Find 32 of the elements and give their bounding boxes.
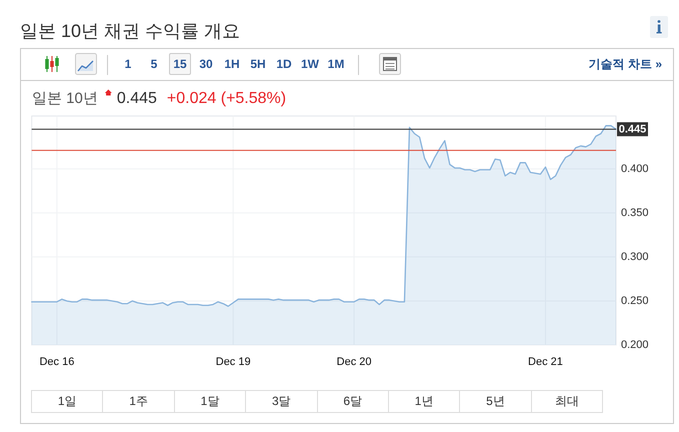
y-tick-label: 0.300 <box>621 250 649 263</box>
y-tick-label: 0.400 <box>621 162 649 175</box>
text: 일본 10년 채권 수익률 개요 <box>20 20 240 43</box>
text: 30 <box>195 53 217 75</box>
text: 기술적 차트 » <box>588 56 662 72</box>
y-tick-label: 0.250 <box>621 294 649 307</box>
text: 1W <box>299 53 321 75</box>
text: 1주 <box>102 390 175 413</box>
text: 1일 <box>31 390 104 413</box>
x-tick-label: Dec 20 <box>336 356 372 368</box>
x-tick-label: Dec 19 <box>216 356 251 368</box>
y-tick-label: 0.200 <box>621 338 649 351</box>
text: 1H <box>221 53 243 75</box>
text: 5H <box>247 53 269 75</box>
text: 5년 <box>459 390 532 413</box>
text: 1달 <box>174 390 246 413</box>
text: 최대 <box>530 390 603 413</box>
text: 1 <box>117 53 139 75</box>
ref-line-label: 0.445 <box>618 124 646 136</box>
text: 1M <box>325 53 347 75</box>
text: 5 <box>143 53 165 75</box>
text: 15 <box>169 53 191 75</box>
text: 1D <box>273 53 295 75</box>
text: 1년 <box>388 390 460 413</box>
text: 6달 <box>316 390 389 413</box>
x-tick-label: Dec 21 <box>528 356 563 368</box>
x-tick-label: Dec 16 <box>39 356 74 368</box>
text: +0.024 (+5.58%) <box>166 90 286 108</box>
chart-title: 일본 10년 <box>32 90 98 107</box>
text: 3달 <box>245 390 318 413</box>
text: 0.445 <box>116 90 157 108</box>
y-tick-label: 0.350 <box>621 206 649 219</box>
